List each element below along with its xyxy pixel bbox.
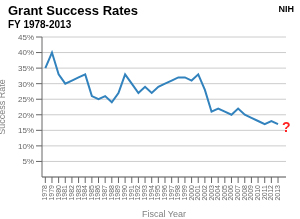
- html-text:Grant Success Rates: Grant Success Rates: [8, 3, 139, 18]
- svg-text:1980: 1980: [54, 185, 62, 201]
- svg-text:1985: 1985: [87, 185, 95, 201]
- svg-text:2011: 2011: [260, 185, 268, 201]
- svg-text:30%: 30%: [18, 80, 34, 89]
- svg-text:1979: 1979: [47, 185, 55, 201]
- svg-text:1981: 1981: [61, 185, 69, 201]
- svg-text:1995: 1995: [154, 185, 162, 201]
- svg-text:1991: 1991: [127, 185, 135, 201]
- svg-text:1997: 1997: [167, 185, 175, 201]
- svg-text:2007: 2007: [234, 185, 242, 201]
- svg-text:1993: 1993: [141, 185, 148, 201]
- html-text:FY 1978-2013: FY 1978-2013: [8, 19, 72, 30]
- svg-text:1992: 1992: [134, 185, 142, 201]
- svg-text:1996: 1996: [161, 185, 168, 201]
- svg-text:1990: 1990: [121, 185, 129, 201]
- svg-text:40%: 40%: [18, 48, 34, 57]
- svg-text:1984: 1984: [81, 185, 89, 201]
- svg-text:25%: 25%: [18, 95, 34, 104]
- svg-text:20%: 20%: [18, 111, 34, 120]
- svg-text:45%: 45%: [18, 33, 34, 42]
- svg-text:2008: 2008: [240, 185, 248, 201]
- svg-text:1982: 1982: [67, 185, 75, 201]
- svg-text:1987: 1987: [101, 185, 109, 201]
- svg-text:2005: 2005: [220, 185, 228, 201]
- svg-text:2009: 2009: [247, 185, 255, 201]
- svg-text:2004: 2004: [214, 185, 222, 201]
- svg-text:2000: 2000: [187, 185, 195, 201]
- svg-text:1998: 1998: [174, 185, 182, 201]
- svg-text:2003: 2003: [207, 185, 215, 201]
- svg-text:2002: 2002: [200, 185, 208, 201]
- svg-text:2010: 2010: [254, 185, 261, 201]
- svg-text:1986: 1986: [94, 185, 102, 201]
- svg-text:1989: 1989: [114, 185, 122, 201]
- svg-text:1999: 1999: [180, 185, 188, 201]
- svg-text:10%: 10%: [18, 142, 34, 151]
- svg-text:2006: 2006: [227, 185, 235, 201]
- svg-text:2001: 2001: [194, 185, 202, 201]
- svg-text:1978: 1978: [41, 185, 49, 201]
- svg-text:15%: 15%: [18, 126, 34, 135]
- svg-text:2012: 2012: [267, 185, 275, 201]
- svg-text:5%: 5%: [22, 157, 34, 166]
- svg-text:35%: 35%: [18, 64, 34, 73]
- svg-text:Fiscal Year: Fiscal Year: [142, 209, 186, 219]
- svg-text:1994: 1994: [147, 185, 155, 201]
- svg-text:1983: 1983: [74, 185, 82, 201]
- svg-text:?: ?: [282, 119, 291, 135]
- svg-text:2013: 2013: [274, 185, 281, 201]
- svg-text:1988: 1988: [107, 185, 115, 201]
- html-text:NIH: NIH: [278, 4, 294, 14]
